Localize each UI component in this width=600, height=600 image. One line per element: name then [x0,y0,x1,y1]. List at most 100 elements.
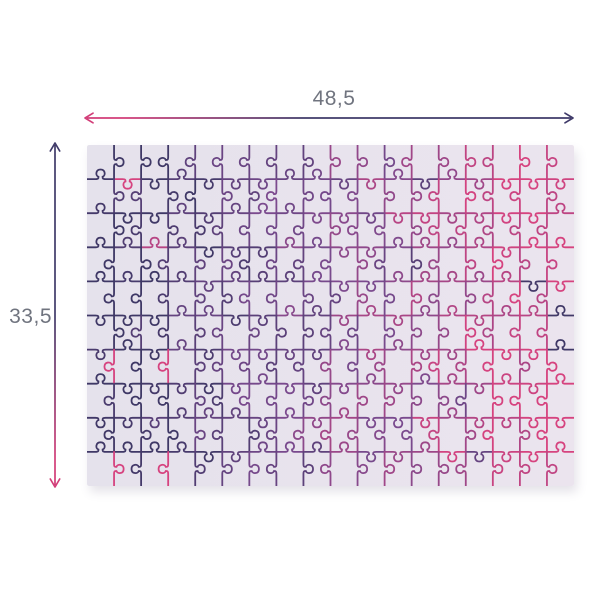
puzzle-piece-edge [518,236,548,249]
puzzle-piece-edge [464,339,494,351]
puzzle-piece-edge [383,382,413,395]
puzzle-piece-edge [518,382,548,395]
puzzle-piece-edge [238,246,251,283]
puzzle-piece-edge [455,451,467,486]
puzzle-piece-edge [518,416,548,429]
puzzle-piece-edge [491,451,521,463]
puzzle-piece-edge [184,178,197,215]
puzzle-piece-edge [356,246,369,283]
puzzle-piece-edge [329,382,359,395]
puzzle-piece-edge [383,339,413,351]
puzzle-piece-edge [167,441,197,453]
puzzle-piece-edge [113,212,125,249]
puzzle-piece-edge [536,280,548,317]
puzzle-piece-edge [319,348,332,385]
puzzle-piece-edge [410,314,423,351]
puzzle-piece-edge [157,314,170,351]
puzzle-board [87,145,574,486]
puzzle-piece-edge [509,314,521,351]
puzzle-piece-edge [140,441,170,453]
puzzle-piece-edge [140,314,170,327]
puzzle-piece-edge [536,314,548,351]
puzzle-piece-edge [211,314,224,351]
puzzle-piece-edge [140,270,170,283]
puzzle-piece-edge [87,441,115,453]
puzzle-piece-edge [221,451,251,463]
puzzle-piece-edge [167,212,179,249]
puzzle-piece-edge [383,178,396,215]
puzzle-piece-edge [546,145,558,180]
puzzle-piece-edge [383,382,396,419]
puzzle-piece-edge [265,212,278,249]
puzzle-piece-edge [329,339,359,351]
puzzle-piece-edge [275,441,305,453]
puzzle-piece-edge [292,348,305,385]
puzzle-piece-edge [464,212,494,224]
puzzle-piece-edge [518,416,531,453]
puzzle-piece-edge [194,451,224,463]
puzzle-piece-edge [491,178,521,190]
puzzle-piece-edge [265,246,278,283]
puzzle-piece-edge [428,416,440,453]
puzzle-piece-edge [275,382,305,395]
puzzle-piece-edge [491,304,521,317]
puzzle-piece-edge [87,416,115,429]
puzzle-piece-edge [546,236,574,249]
puzzle-piece-edge [518,280,548,292]
puzzle-piece-edge [410,382,423,419]
puzzle-piece-edge [265,416,278,453]
puzzle-piece-edge [130,280,143,317]
puzzle-piece-edge [167,168,197,180]
puzzle-piece-edge [221,178,251,190]
puzzle-piece-edge [194,178,224,190]
puzzle-piece-edge [329,407,359,419]
puzzle-piece-edge [437,145,450,180]
puzzle-piece-edge [546,246,558,283]
puzzle-piece-edge [157,451,170,486]
puzzle-piece-edge [464,382,494,395]
puzzle-piece-edge [194,407,224,419]
puzzle-piece-edge [491,416,521,429]
puzzle-piece-edge [103,246,115,283]
height-dimension-value: 33,5 [9,305,52,328]
puzzle-piece-edge [87,236,115,249]
puzzle-piece-edge [167,178,179,215]
puzzle-piece-edge [491,246,521,258]
puzzle-piece-edge [211,145,224,180]
puzzle-piece-edge [329,246,359,258]
height-arrowhead-bottom [49,478,61,488]
puzzle-piece-edge [194,348,224,361]
puzzle-piece-edge [275,202,305,215]
puzzle-piece-edge [302,314,314,351]
puzzle-piece-edge [536,416,548,453]
puzzle-piece-edge [518,145,531,180]
puzzle-piece-edge [455,348,467,385]
puzzle-piece-edge [302,178,314,215]
width-arrowhead-right [564,112,574,124]
puzzle-piece-edge [140,416,152,453]
puzzle-piece-edge [113,236,143,249]
puzzle-piece-edge [130,348,143,385]
puzzle-piece-edge [302,441,332,453]
puzzle-piece-edge [221,382,251,395]
puzzle-piece-edge [437,212,467,224]
puzzle-piece-edge [546,373,574,385]
puzzle-piece-edge [356,451,386,463]
puzzle-piece-edge [347,314,359,351]
puzzle-piece-edge [113,416,143,429]
puzzle-piece-edge [265,145,278,180]
puzzle-piece-edge [238,280,251,317]
puzzle-piece-edge [140,212,170,224]
puzzle-piece-edge [248,270,278,283]
puzzle-piece-edge [437,304,467,317]
puzzle-piece-edge [194,382,206,419]
puzzle-piece-edge [464,236,494,249]
puzzle-piece-edge [248,178,260,215]
width-dimension-value: 48,5 [312,87,356,110]
puzzle-piece-edge [140,382,170,395]
puzzle-piece-edge [238,212,251,249]
puzzle-piece-edge [87,168,115,180]
puzzle-piece-edge [383,168,413,180]
puzzle-piece-edge [329,212,359,224]
